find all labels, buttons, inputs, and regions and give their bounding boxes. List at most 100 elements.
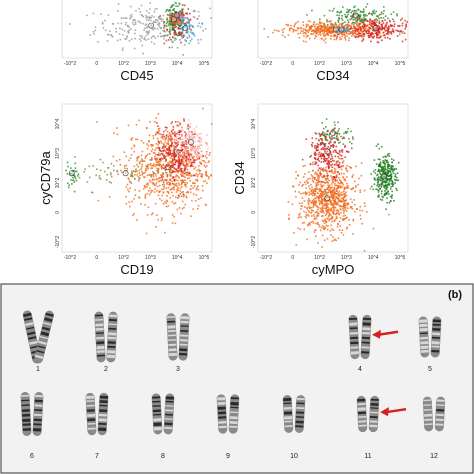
event-dot	[179, 165, 181, 168]
event-dot	[355, 35, 358, 38]
event-dot	[306, 238, 308, 241]
event-dot	[117, 173, 119, 176]
event-dot	[347, 30, 349, 33]
event-dot	[382, 12, 385, 15]
event-dot	[389, 200, 392, 202]
event-dot	[151, 35, 154, 38]
event-dot	[305, 214, 308, 216]
event-dot	[313, 190, 316, 193]
event-dot	[390, 31, 392, 33]
event-dot	[345, 24, 347, 26]
event-dot	[332, 146, 334, 148]
chromosome-band	[423, 404, 432, 406]
event-dot	[175, 176, 177, 178]
population-centroid-marker	[182, 25, 189, 32]
event-dot	[320, 133, 323, 136]
event-dot	[311, 145, 314, 148]
event-dot	[174, 18, 176, 21]
event-dot	[179, 25, 181, 28]
event-dot	[130, 182, 133, 184]
event-dot	[346, 150, 348, 152]
event-dot	[318, 223, 320, 226]
event-dot	[186, 138, 189, 140]
event-dot	[167, 24, 170, 27]
event-dot	[378, 183, 381, 186]
event-dot	[354, 180, 356, 183]
event-dot	[335, 27, 337, 30]
chromosome-band	[86, 409, 95, 412]
event-dot	[295, 196, 297, 198]
event-dot	[379, 161, 382, 164]
chromosome-band	[370, 398, 379, 401]
event-dot	[345, 194, 348, 197]
event-dot	[185, 195, 188, 198]
event-dot	[359, 206, 362, 208]
event-dot	[192, 149, 195, 151]
event-dot	[173, 158, 176, 161]
event-dot	[147, 33, 149, 36]
event-dot	[208, 176, 210, 178]
x-tick-label: 10^4	[172, 255, 183, 261]
event-dot	[364, 26, 366, 29]
chromatid	[106, 311, 118, 363]
event-dot	[328, 132, 331, 135]
event-dot	[172, 128, 174, 131]
event-dot	[331, 27, 333, 29]
event-dot	[177, 156, 180, 158]
event-dot	[186, 134, 188, 137]
event-dot	[128, 178, 130, 181]
event-dot	[156, 163, 159, 166]
event-dot	[161, 153, 164, 156]
event-dot	[291, 203, 294, 206]
event-dot	[153, 191, 156, 193]
event-dot	[150, 174, 152, 177]
event-dot	[338, 173, 341, 175]
event-dot	[148, 16, 150, 18]
event-dot	[331, 138, 333, 140]
event-dot	[113, 132, 115, 134]
event-dot	[321, 201, 323, 203]
event-dot	[397, 25, 399, 27]
event-dot	[182, 152, 184, 154]
event-dot	[167, 162, 169, 164]
event-dot	[391, 165, 393, 167]
event-dot	[355, 20, 358, 22]
chromosome-band	[95, 323, 104, 327]
event-dot	[173, 202, 175, 205]
event-dot	[179, 123, 181, 126]
event-dot	[312, 188, 314, 191]
event-dot	[320, 152, 322, 155]
event-dot	[344, 146, 346, 148]
event-dot	[310, 26, 313, 28]
event-dot	[340, 172, 343, 175]
event-dot	[171, 26, 174, 28]
event-dot	[311, 137, 314, 139]
event-dot	[327, 217, 329, 220]
event-dot	[319, 18, 321, 21]
event-dot	[171, 138, 173, 141]
event-dot	[312, 222, 315, 224]
event-dot	[151, 15, 153, 17]
chromosome-pair	[216, 394, 240, 434]
chromosome-band	[284, 416, 293, 420]
event-dot	[348, 138, 350, 140]
event-dot	[369, 18, 371, 20]
event-dot	[196, 134, 199, 137]
event-dot	[326, 209, 329, 211]
event-dot	[320, 37, 323, 40]
event-dot	[379, 170, 381, 173]
event-dot	[323, 159, 326, 161]
chromosome-band	[218, 416, 227, 419]
event-dot	[150, 189, 152, 192]
event-dot	[315, 133, 318, 135]
event-dot	[129, 205, 131, 208]
event-dot	[307, 203, 310, 206]
event-dot	[359, 11, 362, 13]
event-dot	[186, 32, 189, 34]
event-dot	[366, 211, 368, 213]
event-dot	[377, 158, 380, 160]
event-dot	[340, 28, 343, 31]
event-dot	[325, 170, 328, 173]
event-dot	[98, 175, 101, 177]
event-dot	[335, 38, 338, 41]
